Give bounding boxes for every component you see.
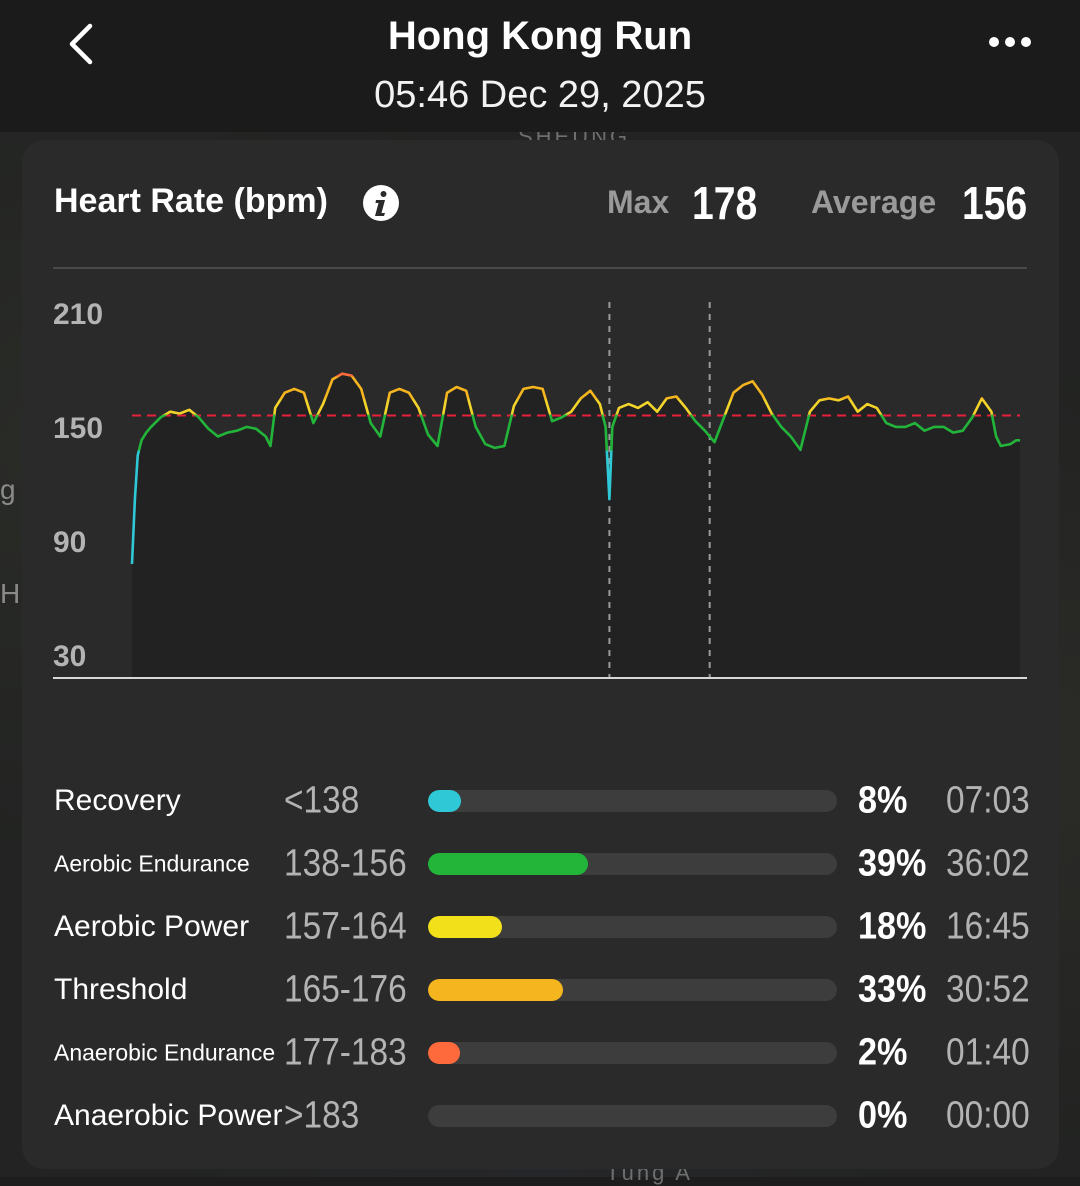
info-icon	[363, 185, 399, 221]
top-bar: Hong Kong Run 05:46 Dec 29, 2025	[0, 0, 1080, 132]
zone-row: Anaerobic Power >183 0% 00:00	[22, 1091, 1059, 1141]
zone-range: 157-164	[284, 905, 407, 948]
activity-datetime: 05:46 Dec 29, 2025	[374, 74, 706, 116]
zone-percent: 2%	[858, 1031, 908, 1074]
more-options-button[interactable]	[980, 22, 1040, 62]
heart-rate-line	[130, 372, 1020, 564]
zone-duration: 00:00	[946, 1094, 1030, 1137]
zone-duration: 16:45	[946, 905, 1030, 948]
x-tick-label: 90	[975, 698, 1008, 700]
zone-range: <138	[284, 779, 360, 822]
heart-rate-chart: 210 150 90 30 0 30 60 90	[53, 298, 1027, 700]
zone-row: Aerobic Endurance 138-156 39% 36:02	[22, 839, 1059, 889]
zone-progress-fill	[428, 1042, 460, 1064]
zone-progress-track	[428, 916, 837, 938]
back-button[interactable]	[56, 18, 108, 70]
zone-progress-fill	[428, 916, 502, 938]
page-title: Hong Kong Run	[387, 14, 693, 58]
max-label: Max	[607, 184, 670, 220]
zone-duration: 36:02	[946, 842, 1030, 885]
zone-percent: 33%	[858, 968, 927, 1011]
y-tick-label: 90	[53, 526, 86, 559]
average-label: Average	[811, 184, 937, 220]
zone-progress-fill	[428, 790, 461, 812]
heart-rate-area	[132, 373, 1020, 678]
zone-percent: 8%	[858, 779, 908, 822]
zone-range: 177-183	[284, 1031, 407, 1074]
zone-progress-fill	[428, 979, 563, 1001]
y-tick-label: 30	[53, 640, 86, 673]
zone-row: Aerobic Power 157-164 18% 16:45	[22, 902, 1059, 952]
map-label: g	[0, 474, 16, 505]
card-title: Heart Rate (bpm)	[54, 182, 328, 220]
zone-name: Anaerobic Endurance	[54, 1039, 276, 1066]
map-label: H	[0, 578, 21, 609]
zone-name: Aerobic Endurance	[54, 850, 250, 877]
zone-percent: 39%	[858, 842, 927, 885]
zone-progress-fill	[428, 853, 588, 875]
zone-progress-track	[428, 1042, 837, 1064]
zone-row: Recovery <138 8% 07:03	[22, 776, 1059, 826]
y-tick-label: 210	[53, 298, 103, 331]
zone-row: Anaerobic Endurance 177-183 2% 01:40	[22, 1028, 1059, 1078]
zone-name: Threshold	[54, 973, 188, 1006]
zone-row: Threshold 165-176 33% 30:52	[22, 965, 1059, 1015]
zone-progress-track	[428, 790, 837, 812]
heart-rate-card: Heart Rate (bpm) Max 178 Average 156 210…	[22, 140, 1059, 1169]
average-value: 156	[962, 177, 1028, 229]
divider	[53, 267, 1027, 269]
x-tick-label: 30	[402, 698, 435, 700]
more-dots-icon	[989, 37, 1031, 47]
zone-range: 165-176	[284, 968, 407, 1011]
zone-percent: 18%	[858, 905, 927, 948]
x-tick-label: 0	[124, 698, 141, 700]
zone-duration: 30:52	[946, 968, 1030, 1011]
x-tick-label: 60	[688, 698, 721, 700]
chevron-left-icon	[69, 23, 93, 65]
zone-name: Anaerobic Power	[54, 1099, 283, 1132]
info-button[interactable]	[362, 184, 400, 222]
zone-duration: 07:03	[946, 779, 1030, 822]
zone-progress-track	[428, 979, 837, 1001]
max-value: 178	[692, 177, 758, 229]
zone-name: Aerobic Power	[54, 910, 250, 943]
zone-percent: 0%	[858, 1094, 908, 1137]
y-tick-label: 150	[53, 412, 103, 445]
zone-duration: 01:40	[946, 1031, 1030, 1074]
zone-range: >183	[284, 1094, 360, 1137]
zone-progress-track	[428, 1105, 837, 1127]
zone-progress-track	[428, 853, 837, 875]
zone-range: 138-156	[284, 842, 407, 885]
zone-name: Recovery	[54, 784, 181, 817]
